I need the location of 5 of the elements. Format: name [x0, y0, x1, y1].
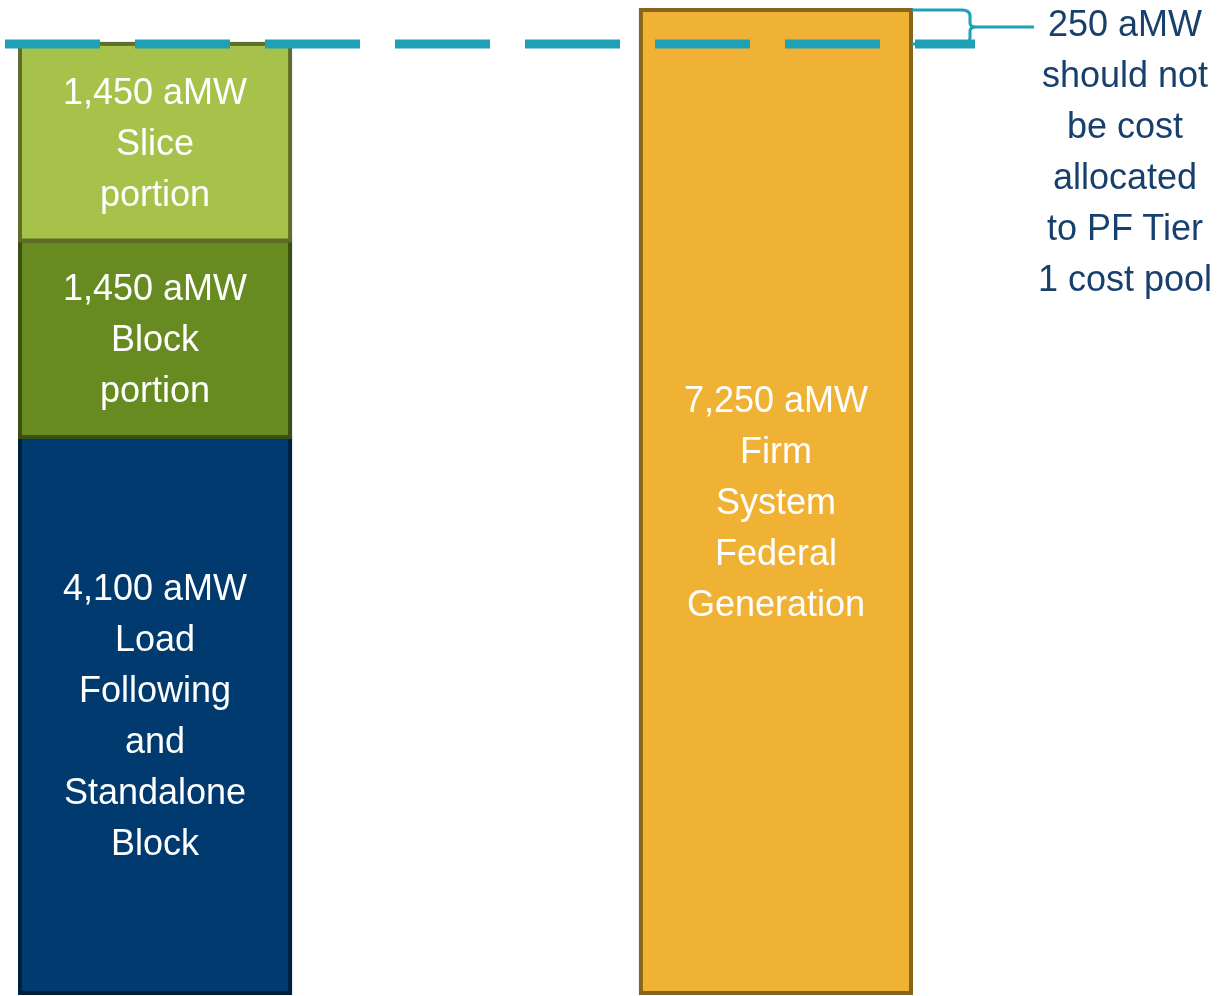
- data-label: 4,100 aMW Load Following and Standalone Block: [63, 567, 248, 864]
- data-label: 1,450 aMW Block portion: [63, 267, 248, 411]
- data-label: 1,450 aMW Slice portion: [63, 70, 248, 214]
- annotation: 250 aMW should not be cost allocated to PF Tier 1 cost pool: [1037, 3, 1213, 299]
- data-label: 7,250 aMW Firm System Federal Generation: [683, 379, 869, 625]
